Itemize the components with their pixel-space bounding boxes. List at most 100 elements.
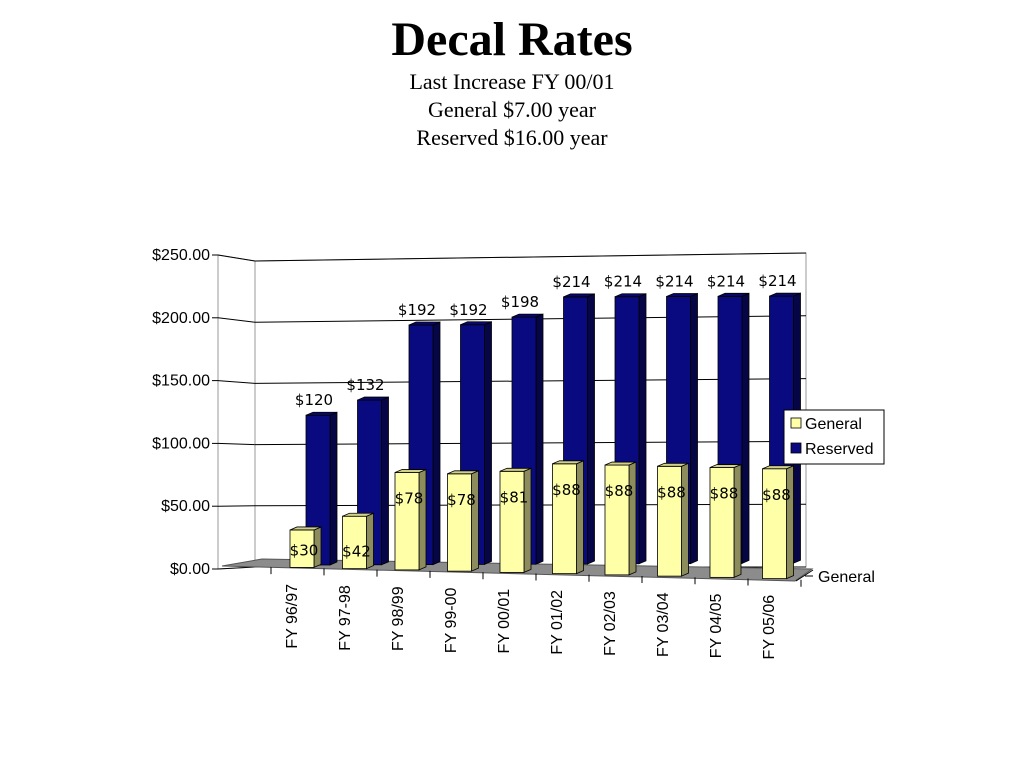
depth-axis xyxy=(795,569,814,582)
reserved-bar-top xyxy=(460,321,492,326)
general-bar-side xyxy=(786,465,794,580)
general-bar-top xyxy=(762,465,794,470)
general-bar xyxy=(289,529,315,568)
reserved-bar-side xyxy=(741,292,750,565)
general-bar xyxy=(394,472,420,571)
general-bar-top xyxy=(552,460,584,465)
general-bar-top xyxy=(289,526,322,531)
general-data-label: $88 xyxy=(605,482,634,500)
reserved-bar-side xyxy=(432,321,441,566)
general-data-label: $88 xyxy=(762,486,791,504)
reserved-bar-side xyxy=(690,292,698,565)
reserved-data-label: $198 xyxy=(501,293,539,311)
x-category-label: FY 05/06 xyxy=(761,595,778,660)
reserved-bar-top xyxy=(563,293,595,298)
general-bar-top xyxy=(709,464,742,468)
general-bar-side xyxy=(628,461,637,576)
general-data-label: $88 xyxy=(657,483,686,501)
gridline-side xyxy=(217,566,256,570)
general-bar-top xyxy=(447,470,479,475)
general-bar-top xyxy=(394,469,427,473)
x-category-label: FY 04/05 xyxy=(708,593,725,658)
depth-axis-label: General xyxy=(818,569,875,586)
gridline-side xyxy=(217,380,256,384)
x-category-label: FY 97-98 xyxy=(337,585,354,651)
general-bar xyxy=(447,473,472,572)
general-bar-side xyxy=(681,462,689,577)
gridline-side xyxy=(217,317,256,323)
subtitle-line-2: General $7.00 year xyxy=(428,97,596,122)
subtitle-line-3: Reserved $16.00 year xyxy=(416,125,608,150)
reserved-data-label: $192 xyxy=(449,301,487,319)
general-bar xyxy=(552,463,577,575)
reserved-bar-top xyxy=(305,411,338,416)
general-data-label: $88 xyxy=(710,485,739,503)
x-category-label: FY 00/01 xyxy=(496,589,513,654)
general-data-label: $78 xyxy=(395,490,424,508)
reserved-bar-top xyxy=(357,396,389,401)
reserved-bar-top xyxy=(511,313,544,318)
general-bar-side xyxy=(471,470,479,572)
general-bar-top xyxy=(657,462,689,467)
general-bar-top xyxy=(604,461,637,466)
x-category-label: FY 02/03 xyxy=(602,591,619,656)
general-bar-side xyxy=(418,468,427,571)
reserved-data-label: $214 xyxy=(707,272,745,290)
legend-swatch-reserved xyxy=(790,442,802,454)
y-tick-label: $50.00 xyxy=(161,498,210,515)
legend-label-general: General xyxy=(805,416,862,433)
reserved-bar-side xyxy=(381,396,389,566)
reserved-data-label: $214 xyxy=(552,273,590,291)
legend-swatch-general xyxy=(790,417,802,429)
y-tick-label: $200.00 xyxy=(152,310,210,327)
general-data-label: $88 xyxy=(552,481,581,499)
reserved-bar-top xyxy=(769,292,801,297)
general-data-label: $81 xyxy=(500,488,529,506)
reserved-data-label: $214 xyxy=(758,272,796,290)
side-wall xyxy=(217,254,256,570)
gridline-side xyxy=(217,442,256,446)
gridline-side xyxy=(217,254,256,262)
general-data-label: $30 xyxy=(290,541,319,559)
y-tick-label: $100.00 xyxy=(152,435,210,452)
general-bar xyxy=(762,468,787,580)
reserved-bar-side xyxy=(329,411,338,566)
reserved-bar-side xyxy=(587,293,595,565)
legend-label-reserved: Reserved xyxy=(805,441,873,458)
chart-title: Decal Rates xyxy=(391,13,633,66)
chart-title-block: Decal Rates Last Increase FY 00/01 Gener… xyxy=(0,12,1024,152)
general-bar-side xyxy=(523,467,532,573)
general-bar xyxy=(604,464,630,576)
x-category-label: FY 03/04 xyxy=(655,592,672,657)
x-category-label: FY 98/99 xyxy=(390,586,407,651)
reserved-data-label: $120 xyxy=(295,391,333,409)
general-bar xyxy=(499,470,525,573)
reserved-bar-top xyxy=(717,292,750,297)
reserved-bar-top xyxy=(614,293,647,298)
reserved-bar-side xyxy=(535,313,544,565)
subtitle-line-1: Last Increase FY 00/01 xyxy=(409,69,615,94)
y-tick-label: $150.00 xyxy=(152,373,210,390)
x-category-label: FY 96/97 xyxy=(284,584,301,649)
gridline xyxy=(254,252,807,262)
reserved-bar-side xyxy=(638,293,647,565)
reserved-bar-top xyxy=(666,293,698,297)
y-tick-label: $250.00 xyxy=(152,247,210,264)
reserved-data-label: $214 xyxy=(655,273,693,291)
general-bar-side xyxy=(576,460,584,575)
general-bar-side xyxy=(733,463,742,578)
general-bar xyxy=(657,465,682,577)
reserved-bar-top xyxy=(408,321,441,326)
reserved-data-label: $214 xyxy=(604,273,642,291)
y-tick-label: $0.00 xyxy=(170,561,210,578)
x-category-label: FY 01/02 xyxy=(549,590,566,655)
x-category-label: FY 99-00 xyxy=(443,588,460,654)
reserved-data-label: $132 xyxy=(346,376,384,394)
general-bar-top xyxy=(499,467,532,472)
reserved-bar-side xyxy=(484,321,492,566)
general-bar-top xyxy=(342,512,374,517)
general-data-label: $42 xyxy=(342,543,371,561)
general-data-label: $78 xyxy=(447,491,476,509)
reserved-data-label: $192 xyxy=(398,301,436,319)
